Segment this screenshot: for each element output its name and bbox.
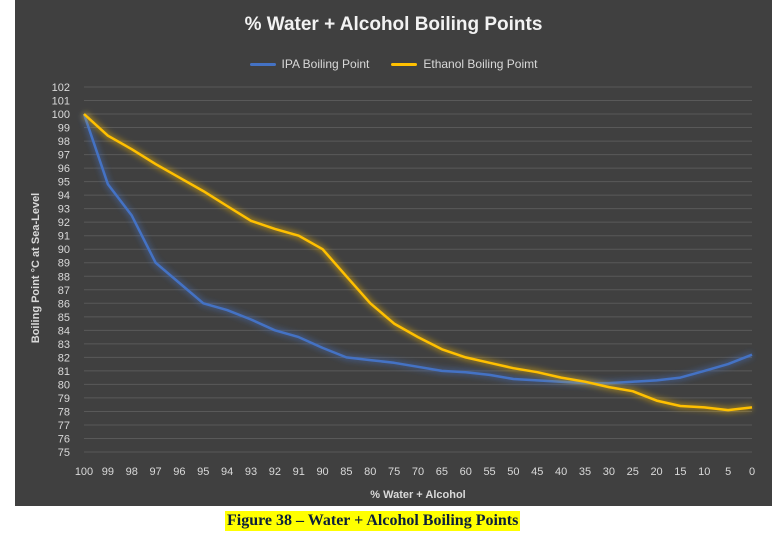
- x-tick-label: 35: [579, 466, 591, 478]
- y-tick-label: 80: [58, 379, 70, 391]
- x-tick-label: 97: [149, 466, 161, 478]
- legend-item-ethanol: Ethanol Boiling Poimt: [391, 57, 537, 71]
- x-tick-label: 100: [75, 466, 93, 478]
- x-tick-label: 95: [197, 466, 209, 478]
- series-line-ethanol: [83, 113, 753, 412]
- y-tick-label: 90: [58, 244, 70, 256]
- legend-swatch-ipa: [249, 62, 276, 66]
- y-tick-label: 81: [58, 366, 70, 378]
- y-tick-label: 97: [58, 150, 70, 162]
- figure-caption: Figure 38 – Water + Alcohol Boiling Poin…: [225, 511, 521, 531]
- y-tick-label: 89: [58, 258, 70, 270]
- x-tick-label: 94: [221, 466, 233, 478]
- x-tick-label: 75: [388, 466, 400, 478]
- y-tick-label: 92: [58, 217, 70, 229]
- y-tick-label: 101: [52, 96, 70, 108]
- x-tick-label: 92: [269, 466, 281, 478]
- y-tick-label: 86: [58, 298, 70, 310]
- x-tick-label: 15: [674, 466, 686, 478]
- y-tick-label: 95: [58, 177, 70, 189]
- x-tick-label: 50: [507, 466, 519, 478]
- x-tick-label: 70: [412, 466, 424, 478]
- y-tick-label: 100: [52, 109, 70, 121]
- x-tick-label: 65: [436, 466, 448, 478]
- x-tick-label: 20: [650, 466, 662, 478]
- x-tick-label: 25: [627, 466, 639, 478]
- chart-plot: 7576777879808182838485868788899091929394…: [30, 82, 755, 501]
- x-tick-label: 55: [483, 466, 495, 478]
- y-tick-label: 88: [58, 271, 70, 283]
- x-tick-label: 30: [603, 466, 615, 478]
- x-tick-label: 98: [126, 466, 138, 478]
- x-tick-label: 96: [173, 466, 185, 478]
- y-tick-label: 75: [58, 447, 70, 459]
- chart-title: % Water + Alcohol Boiling Points: [244, 14, 543, 35]
- legend-swatch-ethanol: [391, 62, 418, 66]
- x-tick-label: 93: [245, 466, 257, 478]
- legend-item-ipa: IPA Boiling Point: [249, 57, 370, 71]
- y-tick-label: 93: [58, 204, 70, 216]
- x-tick-label: 45: [531, 466, 543, 478]
- y-tick-label: 96: [58, 163, 70, 175]
- y-tick-label: 85: [58, 312, 70, 324]
- y-tick-label: 98: [58, 136, 70, 148]
- y-axis-title: Boiling Point °C at Sea-Level: [30, 193, 42, 343]
- legend-label-ipa: IPA Boiling Point: [281, 57, 370, 71]
- y-tick-label: 83: [58, 339, 70, 351]
- y-tick-label: 91: [58, 231, 70, 243]
- x-axis-title: % Water + Alcohol: [370, 489, 465, 501]
- x-tick-label: 99: [102, 466, 114, 478]
- chart-panel: 75 76 77 78 79 80 81 82 83 84 85 86 87 88 89 90 91 92 93 94…: [15, 0, 772, 506]
- y-tick-label: 87: [58, 285, 70, 297]
- x-tick-label: 0: [749, 466, 755, 478]
- y-tick-label: 94: [58, 190, 70, 202]
- series-line-ipa: [82, 113, 753, 385]
- x-tick-label: 5: [725, 466, 731, 478]
- chart-legend: IPA Boiling Point Ethanol Boiling Poimt: [15, 57, 772, 71]
- x-tick-label: 91: [293, 466, 305, 478]
- y-tick-label: 84: [58, 325, 70, 337]
- y-tick-label: 82: [58, 352, 70, 364]
- y-tick-label: 78: [58, 406, 70, 418]
- x-tick-label: 10: [698, 466, 710, 478]
- y-tick-label: 102: [52, 82, 70, 94]
- y-tick-label: 79: [58, 393, 70, 405]
- legend-label-ethanol: Ethanol Boiling Poimt: [423, 57, 538, 71]
- x-tick-label: 60: [460, 466, 472, 478]
- x-tick-label: 90: [316, 466, 328, 478]
- x-tick-label: 80: [364, 466, 376, 478]
- y-tick-label: 77: [58, 420, 70, 432]
- y-tick-label: 76: [58, 433, 70, 445]
- x-tick-label: 85: [340, 466, 352, 478]
- y-tick-label: 99: [58, 123, 70, 135]
- x-tick-label: 40: [555, 466, 567, 478]
